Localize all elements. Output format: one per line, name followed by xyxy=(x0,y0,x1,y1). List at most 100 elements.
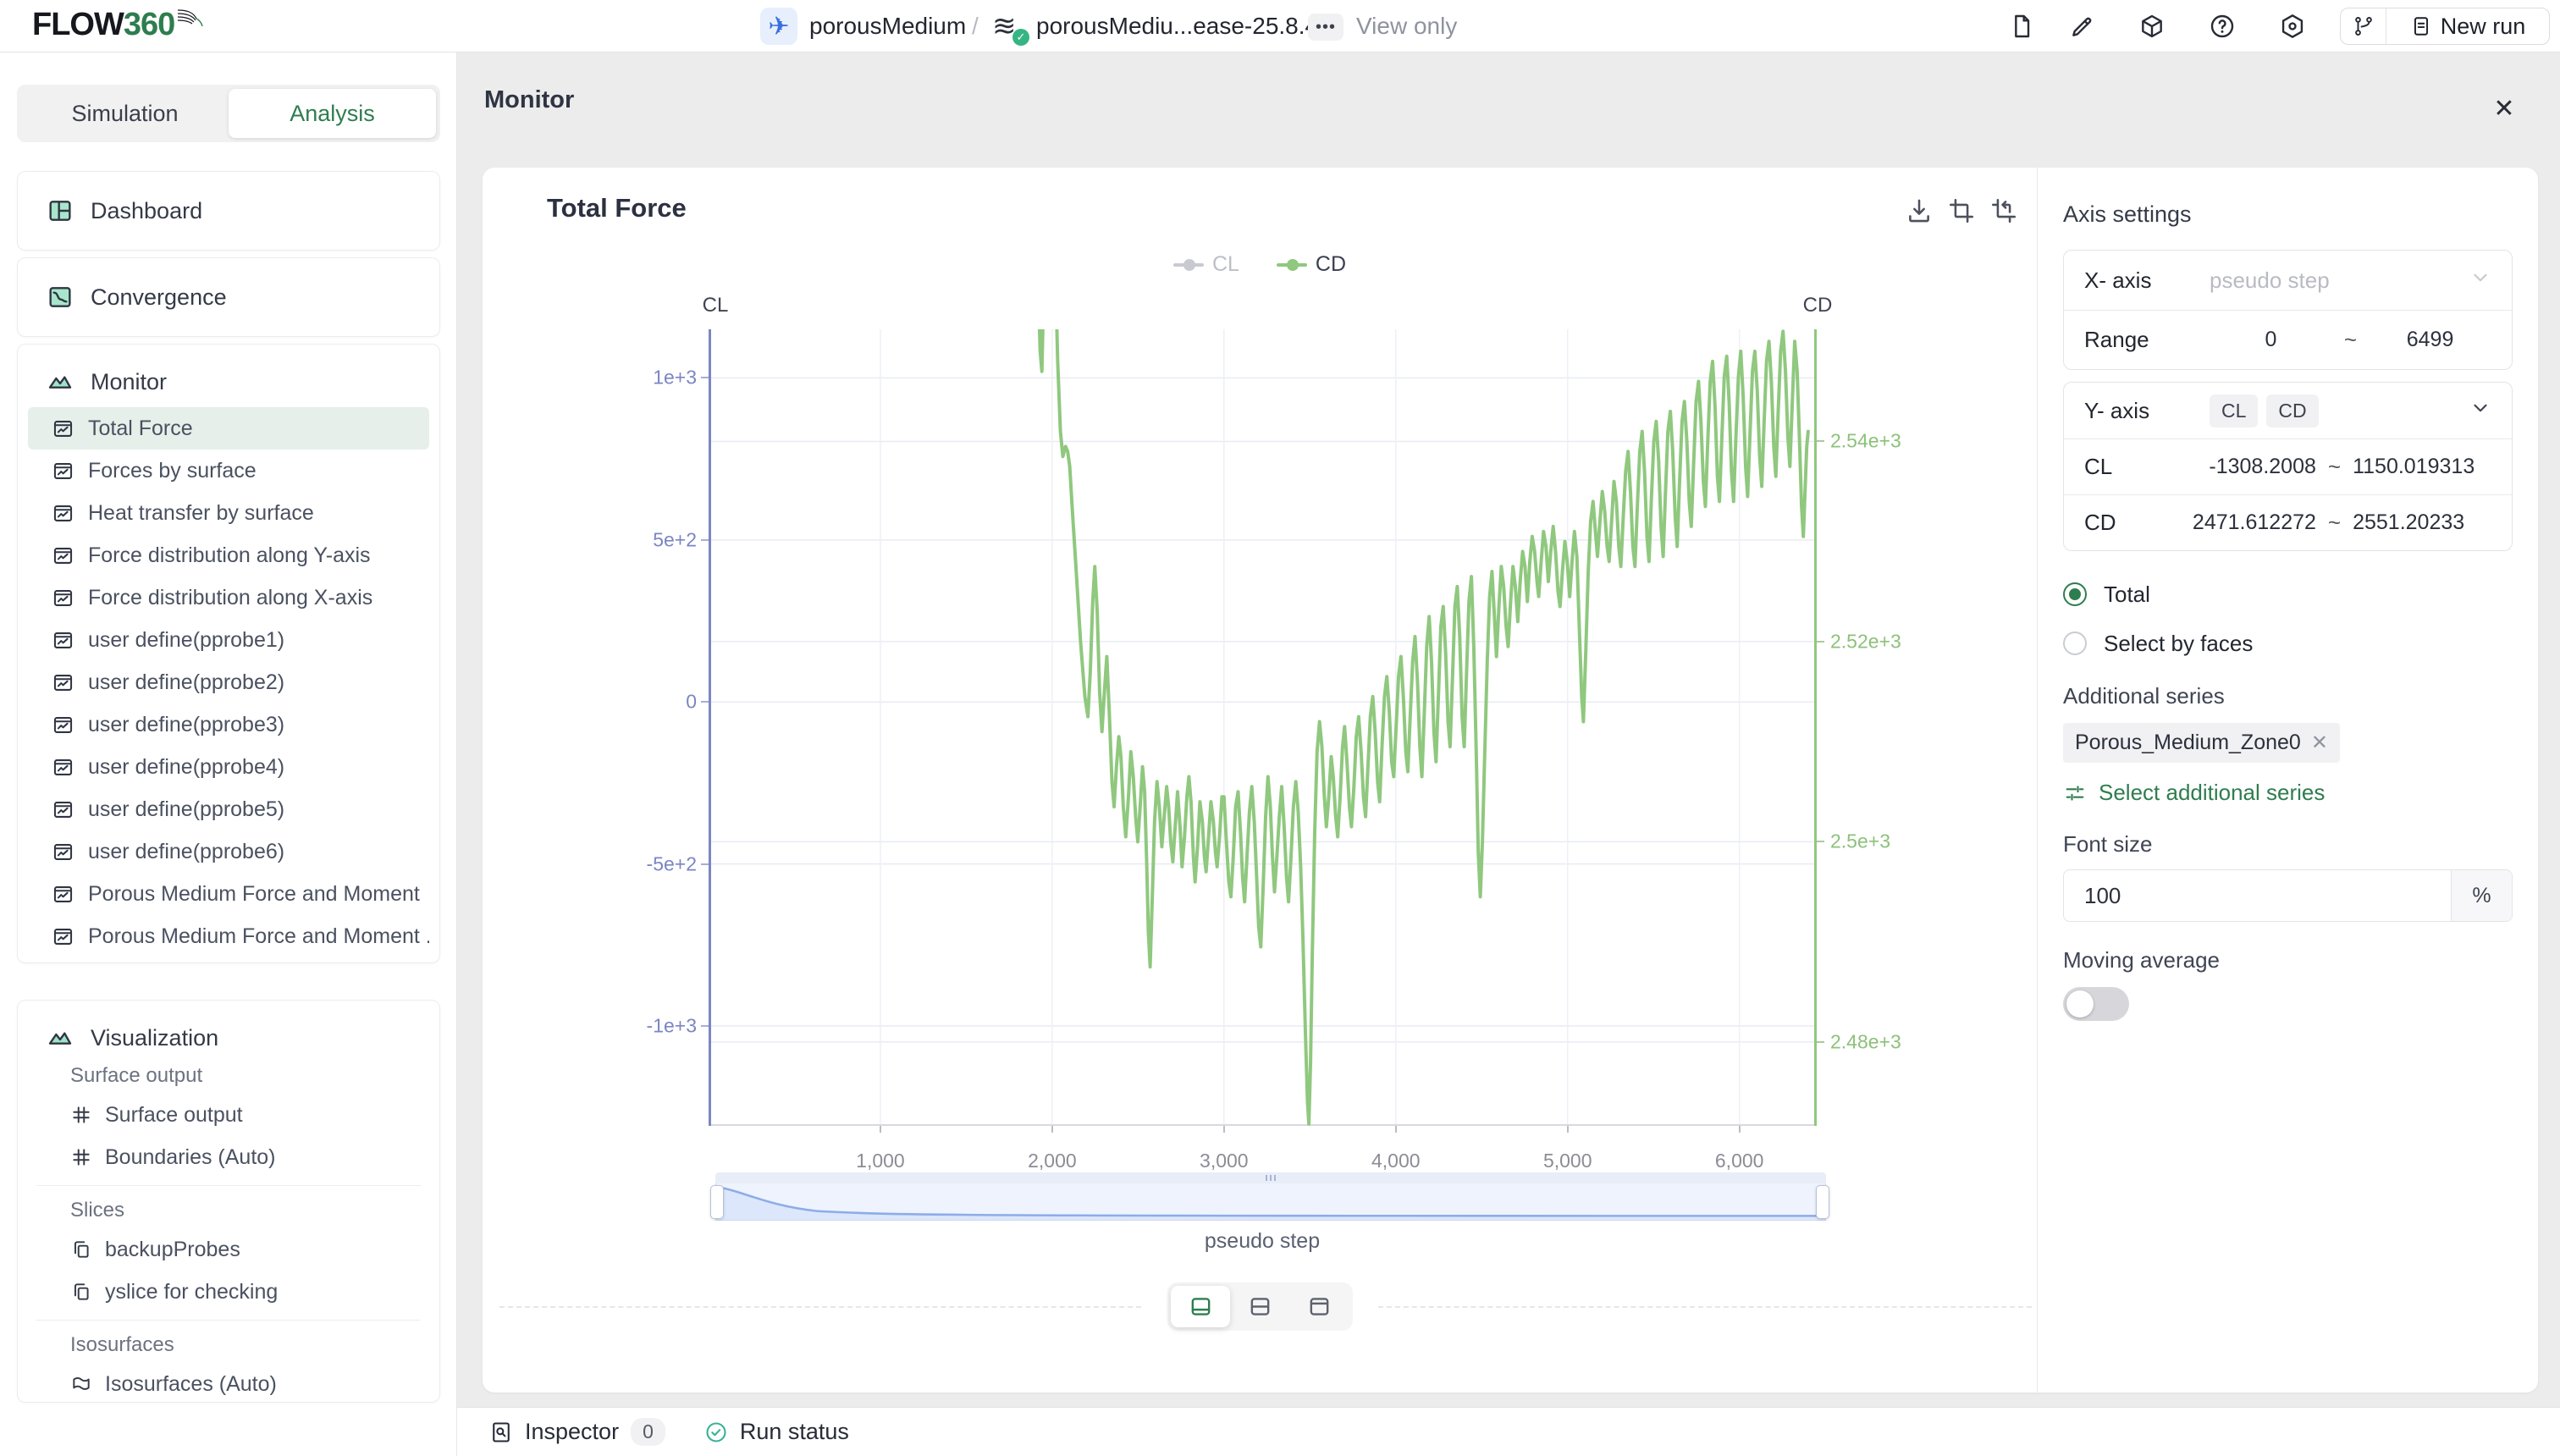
range-min-value[interactable]: 0 xyxy=(2265,328,2277,351)
radio-unselected-icon xyxy=(2063,631,2087,655)
y-axis-label: Y- axis xyxy=(2084,397,2150,423)
legend-item-cl[interactable]: CL xyxy=(1172,252,1239,277)
tick-mark xyxy=(1817,841,1824,843)
tab-analysis[interactable]: Analysis xyxy=(229,89,436,138)
layout-bottom-panel-button[interactable] xyxy=(1171,1286,1231,1327)
x-axis-row[interactable]: X- axis pseudo step xyxy=(2064,251,2512,310)
sidebar-item-forces-by-surface[interactable]: Forces by surface xyxy=(28,449,429,492)
brush-handle-left[interactable] xyxy=(710,1185,724,1219)
chart-window-icon xyxy=(52,798,74,821)
package-cube-icon[interactable] xyxy=(2138,13,2166,40)
moving-average-toggle[interactable] xyxy=(2063,987,2129,1021)
item-label: backupProbes xyxy=(105,1237,240,1261)
cl-min-value[interactable]: -1308.2008 xyxy=(2209,455,2316,478)
new-run-button[interactable]: New run xyxy=(2386,14,2549,40)
sidebar-item-force-dist-y[interactable]: Force distribution along Y-axis xyxy=(28,534,429,576)
run-status-button[interactable]: Run status xyxy=(704,1419,849,1445)
sidebar-item-pprobe1[interactable]: user define(pprobe1) xyxy=(28,619,429,661)
item-label: user define(pprobe5) xyxy=(88,797,285,821)
sidebar-item-total-force[interactable]: Total Force xyxy=(28,407,429,449)
fork-branch-button[interactable] xyxy=(2341,8,2386,44)
tilde-separator: ~ xyxy=(2327,454,2342,479)
range-max-value[interactable]: 6499 xyxy=(2406,328,2454,351)
legend-item-cd[interactable]: CD xyxy=(1276,252,1347,277)
y-axis-row[interactable]: Y- axis CL CD xyxy=(2064,383,2512,438)
crop-icon[interactable] xyxy=(1947,196,1976,225)
sidebar-item-isosurfaces-auto[interactable]: Isosurfaces (Auto) xyxy=(18,1363,439,1405)
tick-mark xyxy=(1817,440,1824,443)
edit-pen-icon[interactable] xyxy=(2069,13,2096,40)
divider-dashed xyxy=(1378,1306,2032,1308)
adjust-icon xyxy=(2063,781,2087,805)
inspector-icon xyxy=(489,1420,513,1444)
select-additional-series-link[interactable]: Select additional series xyxy=(2063,780,2513,806)
y-axis-box: Y- axis CL CD CL -1308.2008 ~ 1150.01931… xyxy=(2063,382,2513,551)
legend-label: CD xyxy=(1315,252,1347,276)
axis-settings-title: Axis settings xyxy=(2063,201,2192,227)
monitor-section-label: Monitor xyxy=(91,368,168,394)
project-type-icon[interactable]: ✈ xyxy=(760,8,797,45)
crop-reset-icon[interactable] xyxy=(1989,196,2018,225)
sidebar-item-heat-transfer[interactable]: Heat transfer by surface xyxy=(28,492,429,534)
tick-mark xyxy=(701,538,709,541)
right-axis-tick: 2.52e+3 xyxy=(1830,630,1901,653)
breadcrumb-project[interactable]: porousMedium xyxy=(809,13,967,39)
chevron-down-icon[interactable] xyxy=(2469,397,2491,425)
file-icon[interactable] xyxy=(2008,13,2035,40)
sidebar-item-backupprobes[interactable]: backupProbes xyxy=(18,1228,439,1271)
range-brush[interactable] xyxy=(715,1183,1826,1221)
sidebar-item-porous-medium-fm-2[interactable]: Porous Medium Force and Moment ... xyxy=(28,915,429,957)
y-axis-chip-cd[interactable]: CD xyxy=(2266,394,2319,427)
breadcrumb-run[interactable]: porousMediu...ease-25.8.4 xyxy=(1036,13,1319,39)
download-icon[interactable] xyxy=(1905,196,1934,225)
x-axis-tick: 6,000 xyxy=(1714,1150,1764,1172)
close-icon[interactable]: ✕ xyxy=(2493,94,2515,123)
series-chip-label: Porous_Medium_Zone0 xyxy=(2075,731,2301,754)
monitor-panel-title: Monitor xyxy=(484,86,575,113)
sidebar-item-pprobe5[interactable]: user define(pprobe5) xyxy=(28,788,429,830)
sidebar-item-pprobe4[interactable]: user define(pprobe4) xyxy=(28,746,429,788)
help-icon[interactable] xyxy=(2209,13,2236,40)
chevron-down-icon[interactable] xyxy=(2469,267,2491,295)
sidebar-item-force-dist-x[interactable]: Force distribution along X-axis xyxy=(28,576,429,619)
x-axis-tick: 4,000 xyxy=(1371,1150,1421,1172)
sidebar-item-pprobe2[interactable]: user define(pprobe2) xyxy=(28,661,429,703)
cd-max-value[interactable]: 2551.20233 xyxy=(2353,510,2465,534)
sidebar-item-surface-output[interactable]: Surface output xyxy=(18,1094,439,1136)
item-label: Boundaries (Auto) xyxy=(105,1144,276,1169)
plot-area[interactable] xyxy=(709,329,1817,1126)
convergence-card[interactable]: Convergence xyxy=(17,257,440,337)
chip-remove-icon[interactable]: ✕ xyxy=(2310,731,2328,754)
x-axis-label: pseudo step xyxy=(1204,1229,1321,1253)
chart-title: Total Force xyxy=(547,193,687,223)
settings-hexagon-icon[interactable] xyxy=(2279,13,2306,40)
tab-simulation[interactable]: Simulation xyxy=(71,100,179,126)
dashboard-card[interactable]: Dashboard xyxy=(17,171,440,251)
cd-min-value[interactable]: 2471.612272 xyxy=(2192,510,2316,534)
divider xyxy=(36,1320,421,1321)
sidebar-item-pprobe3[interactable]: user define(pprobe3) xyxy=(28,703,429,746)
legend-marker xyxy=(1172,258,1204,271)
layout-split-button[interactable] xyxy=(1230,1286,1289,1327)
radio-selected-icon xyxy=(2063,582,2087,606)
inspector-button[interactable]: Inspector 0 xyxy=(489,1418,665,1446)
sidebar-item-yslice[interactable]: yslice for checking xyxy=(18,1271,439,1313)
dashboard-label: Dashboard xyxy=(91,197,203,223)
run-wave-icon: ≋ xyxy=(992,10,1017,42)
cl-max-value[interactable]: 1150.019313 xyxy=(2353,455,2475,478)
brush-drag-bar[interactable] xyxy=(715,1172,1826,1183)
series-chip-porous-medium-zone0[interactable]: Porous_Medium_Zone0 ✕ xyxy=(2063,723,2340,763)
font-size-input[interactable]: 100 xyxy=(2084,882,2121,908)
sidebar-item-porous-medium-fm[interactable]: Porous Medium Force and Moment xyxy=(28,873,429,915)
logo-wave-icon xyxy=(178,8,203,26)
layout-top-panel-button[interactable] xyxy=(1290,1286,1349,1327)
item-label: user define(pprobe1) xyxy=(88,627,285,652)
sidebar-item-pprobe6[interactable]: user define(pprobe6) xyxy=(28,830,429,873)
brush-handle-right[interactable] xyxy=(1816,1185,1829,1219)
radio-select-by-faces[interactable]: Select by faces xyxy=(2063,619,2513,668)
radio-total[interactable]: Total xyxy=(2063,570,2513,619)
breadcrumb-more-button[interactable]: ••• xyxy=(1308,14,1343,41)
sidebar-item-boundaries-auto[interactable]: Boundaries (Auto) xyxy=(18,1136,439,1178)
group-label-slices: Slices xyxy=(70,1199,125,1222)
y-axis-chip-cl[interactable]: CL xyxy=(2210,394,2259,427)
